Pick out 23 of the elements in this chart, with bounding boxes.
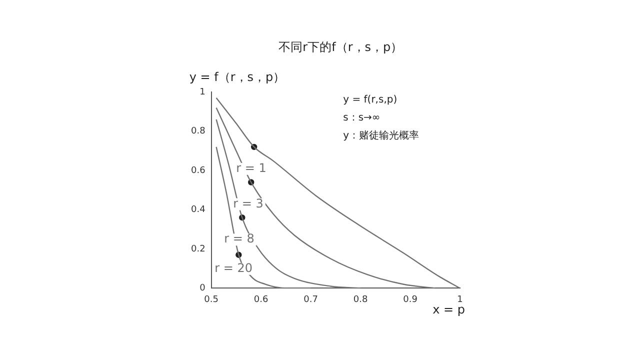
chart-title: 不同r下的f（r，s，p） [278,40,403,54]
series-label: r = 8 [224,232,254,246]
annotation: s：s→∞ [343,112,380,124]
y-tick-label: 0.6 [190,166,206,176]
line-series [216,146,312,288]
series-label: r = 1 [236,161,266,176]
x-tick-label: 0.8 [353,294,368,305]
y-tick-label: 0 [200,284,206,294]
series-label: r = 20 [214,260,253,275]
x-axis-title: x = p [432,302,465,316]
annotation: y：赌徒输光概率 [343,130,420,142]
x-tick-label: 0.7 [304,294,318,305]
series-label: r = 3 [233,196,264,210]
x-tick-label: 0.6 [254,294,268,305]
y-tick-label: 0.2 [190,244,206,254]
x-tick-label: 0.5 [204,294,218,305]
y-tick-label: 1 [200,87,206,98]
annotation: y = f(r,s,p) [343,94,398,106]
y-tick-label: 0.4 [190,205,206,216]
y-axis-title: y = f（r，s，p） [189,70,286,84]
x-tick-label: 1 [457,294,463,305]
x-tick-label: 0.9 [403,294,418,305]
y-tick-label: 0.8 [190,126,206,137]
